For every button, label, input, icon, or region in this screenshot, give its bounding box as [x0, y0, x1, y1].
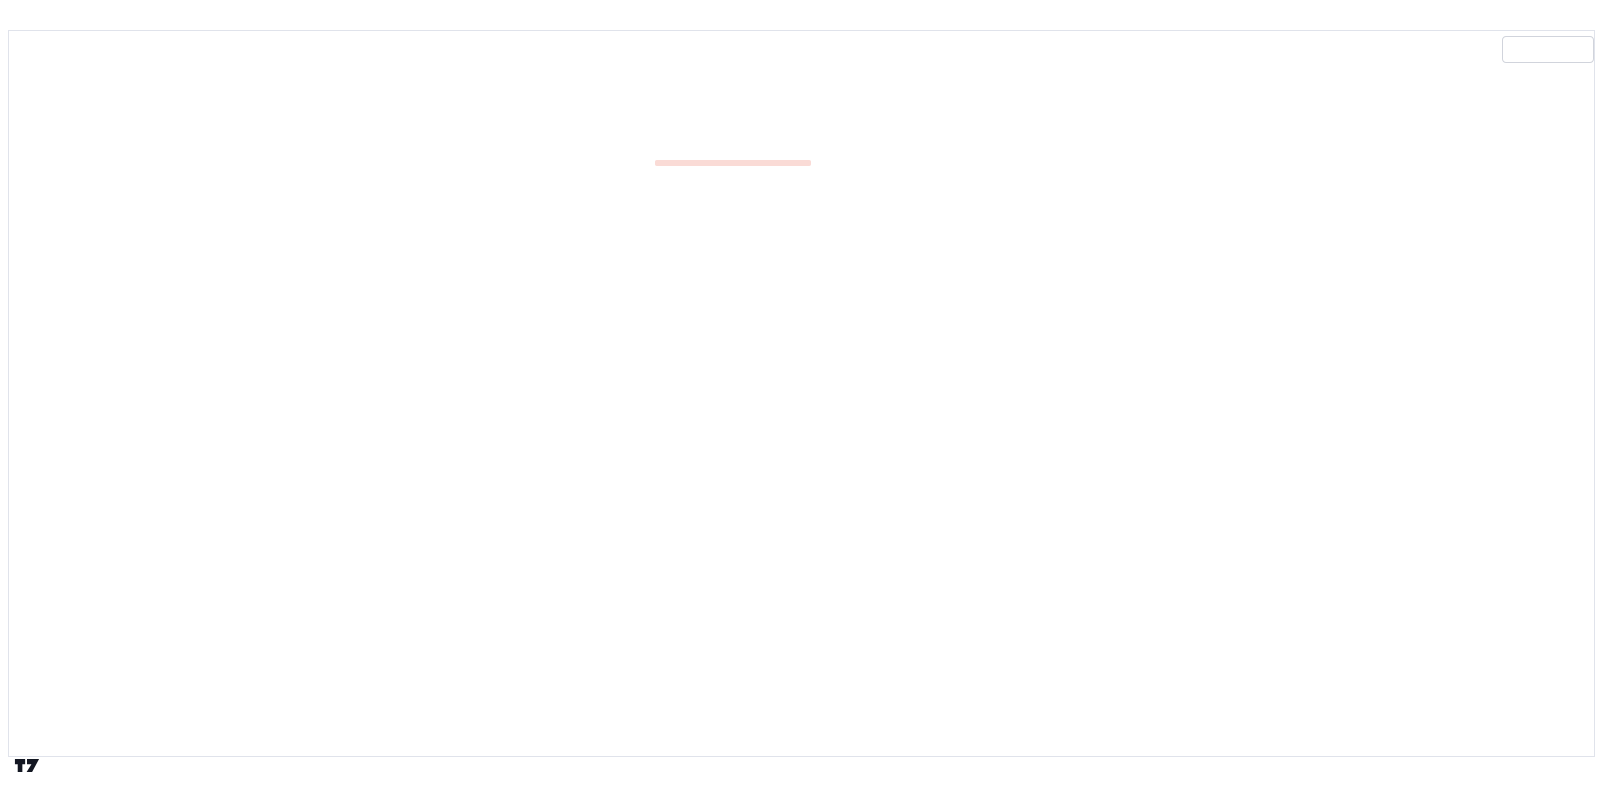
- rsi-legend: [22, 613, 41, 628]
- tradingview-logo-icon: [14, 759, 40, 772]
- tradingview-attribution[interactable]: [14, 757, 47, 774]
- currency-toggle-button[interactable]: [1502, 36, 1594, 63]
- ema-legend: [22, 57, 40, 72]
- symbol-legend: [22, 39, 67, 54]
